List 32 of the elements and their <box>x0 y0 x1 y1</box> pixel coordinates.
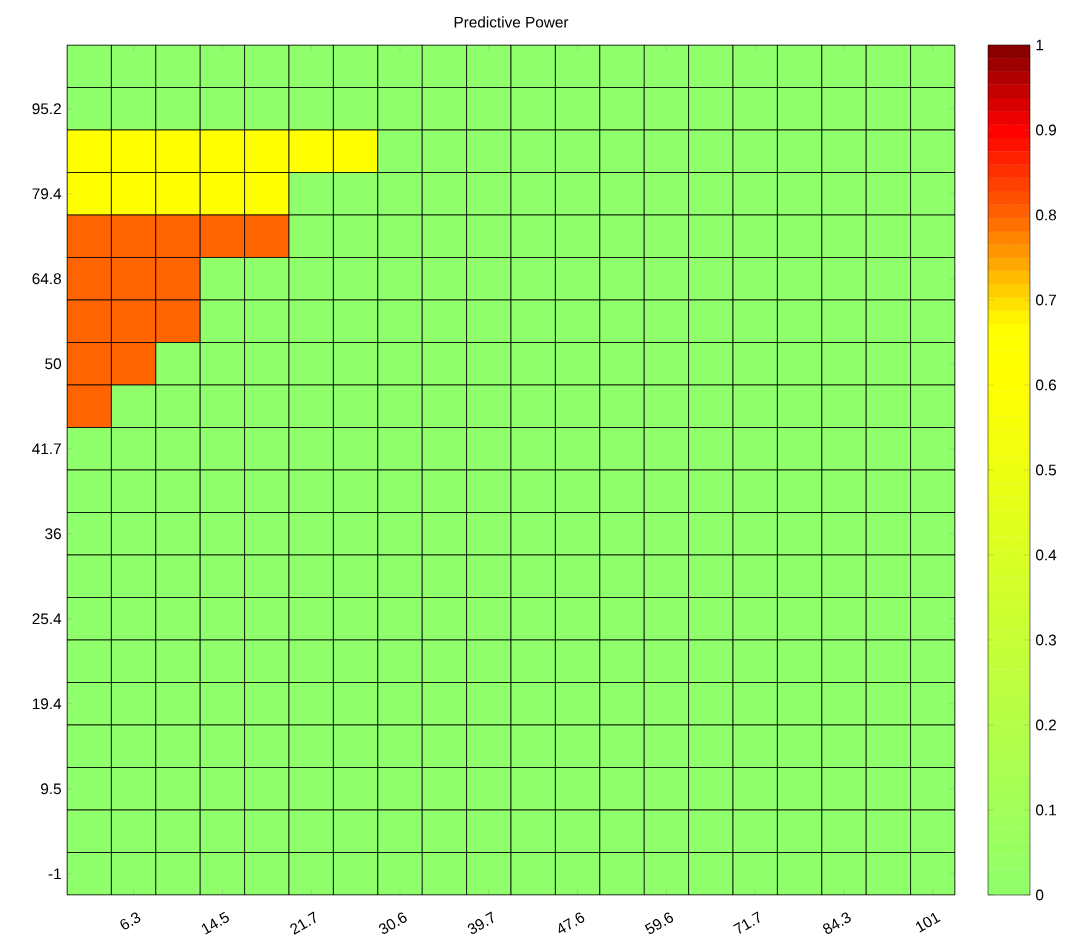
color-bar-label: 0.4 <box>1036 549 1057 561</box>
color-bar-label: 0.1 <box>1036 804 1056 816</box>
x-tick-label: 71.7 <box>733 911 760 934</box>
color-bar-label: 0.5 <box>1036 464 1057 476</box>
y-tick-label: 36 <box>45 528 61 540</box>
color-bar-label: 0.8 <box>1036 209 1057 221</box>
y-tick-label: 19.4 <box>32 698 62 710</box>
chart-title: Predictive Power <box>454 16 569 28</box>
x-tick-label: 39.7 <box>467 911 494 934</box>
x-tick-label: 14.5 <box>201 911 229 935</box>
x-tick-label: 84.3 <box>822 912 851 934</box>
x-tick-label: 30.6 <box>378 912 407 934</box>
y-tick-label: 9.5 <box>41 783 61 795</box>
x-tick-label: 47.6 <box>558 912 585 933</box>
y-tick-label: 25.4 <box>32 613 62 625</box>
y-tick-label: 79.4 <box>32 188 62 200</box>
color-bar-label: 0.6 <box>1036 379 1057 391</box>
y-tick-label: 41.7 <box>32 443 61 455</box>
color-bar-label: 0.2 <box>1036 719 1056 731</box>
y-tick-label: 50 <box>45 358 62 370</box>
x-tick-label: 59.6 <box>644 912 674 934</box>
color-bar-label: 0.9 <box>1036 124 1056 136</box>
color-bar-label: 0.3 <box>1036 634 1057 646</box>
color-bar-label: 0.7 <box>1036 294 1056 306</box>
y-tick-label: 95.2 <box>32 103 61 115</box>
color-bar-label: 1 <box>1036 39 1044 51</box>
x-tick-label: 6.3 <box>120 912 141 930</box>
x-tick-label: 101 <box>915 912 941 933</box>
y-tick-label: -1 <box>48 868 61 880</box>
x-tick-label: 21.7 <box>290 911 316 935</box>
y-tick-label: 64.8 <box>32 273 61 285</box>
color-bar-label: 0 <box>1036 889 1044 901</box>
